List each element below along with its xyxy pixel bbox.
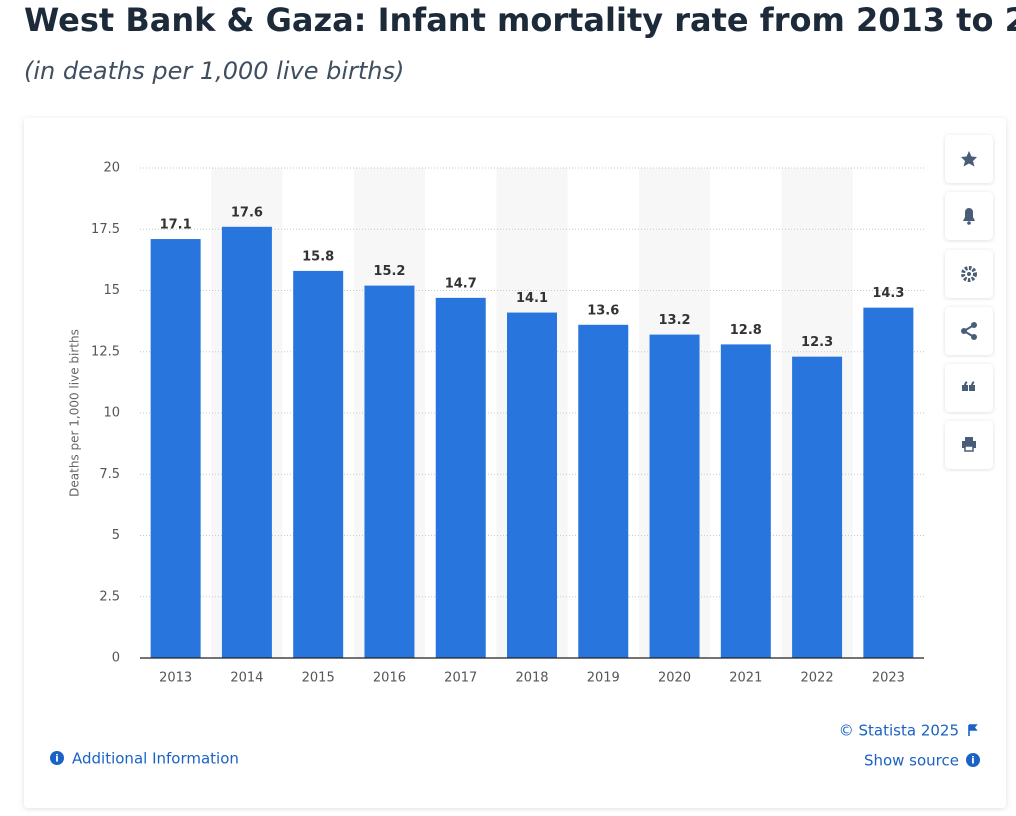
settings-button[interactable] <box>945 250 993 298</box>
chart-title: West Bank & Gaza: Infant mortality rate … <box>24 1 1016 39</box>
y-tick-label: 17.5 <box>91 222 120 237</box>
value-label: 13.6 <box>587 303 619 318</box>
value-label: 12.3 <box>801 335 833 350</box>
plot-area: 0 2.5 5 7.5 10 12.5 15 17.5 20 2013 17.1 2014 17.6 20… <box>91 161 924 686</box>
bar <box>507 312 557 658</box>
x-tick-label: 2019 <box>587 671 620 686</box>
bar <box>578 324 629 658</box>
toolbar <box>945 135 993 469</box>
value-label: 15.2 <box>373 264 405 279</box>
bar <box>792 356 843 658</box>
x-tick-label: 2021 <box>729 671 762 686</box>
value-label: 14.3 <box>872 286 904 301</box>
cite-button[interactable] <box>945 364 993 412</box>
show-source[interactable]: Show source <box>864 752 959 770</box>
info-icon-glyph: i <box>55 754 58 765</box>
bar <box>720 344 771 658</box>
flag-icon <box>968 724 978 736</box>
bar <box>649 334 700 658</box>
y-tick-label: 20 <box>103 161 120 176</box>
bar <box>435 297 486 658</box>
bar <box>221 226 272 659</box>
x-tick-label: 2016 <box>373 671 406 686</box>
x-tick-label: 2013 <box>159 671 192 686</box>
bar <box>364 285 415 658</box>
x-tick-label: 2023 <box>872 671 905 686</box>
value-label: 14.1 <box>516 291 548 306</box>
x-tick-label: 2022 <box>801 671 834 686</box>
notify-button[interactable] <box>945 192 993 240</box>
x-tick-label: 2014 <box>230 671 263 686</box>
x-tick-label: 2015 <box>302 671 335 686</box>
x-tick-label: 2017 <box>444 671 477 686</box>
share-button[interactable] <box>945 307 993 355</box>
x-tick-label: 2020 <box>658 671 691 686</box>
value-label: 17.1 <box>160 218 192 233</box>
y-tick-label: 12.5 <box>91 344 120 359</box>
info-icon-glyph: i <box>971 756 974 767</box>
bar <box>293 270 344 658</box>
y-tick-label: 5 <box>112 528 120 543</box>
y-tick-label: 10 <box>103 406 120 421</box>
info-icon <box>50 751 64 765</box>
favorite-button[interactable] <box>945 135 993 183</box>
additional-information[interactable]: Additional Information <box>72 750 239 768</box>
value-label: 12.8 <box>730 323 762 338</box>
value-label: 13.2 <box>659 313 691 328</box>
y-tick-label: 15 <box>103 283 120 298</box>
bar <box>150 239 201 659</box>
y-axis-label: Deaths per 1,000 live births <box>68 329 82 497</box>
bar <box>863 307 914 658</box>
value-label: 15.8 <box>302 249 334 264</box>
y-tick-label: 7.5 <box>99 467 120 482</box>
value-label: 14.7 <box>445 276 477 291</box>
x-tick-label: 2018 <box>515 671 548 686</box>
print-button[interactable] <box>945 421 993 469</box>
y-tick-label: 0 <box>112 651 120 666</box>
info-icon <box>966 753 980 767</box>
y-tick-label: 2.5 <box>99 589 120 604</box>
credit[interactable]: © Statista 2025 <box>839 722 959 740</box>
chart-subtitle: (in deaths per 1,000 live births) <box>24 57 404 85</box>
value-label: 17.6 <box>231 205 263 220</box>
